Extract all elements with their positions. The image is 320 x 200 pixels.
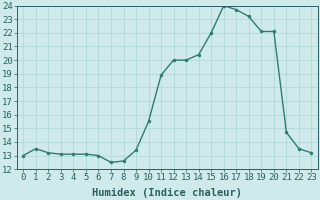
X-axis label: Humidex (Indice chaleur): Humidex (Indice chaleur) — [92, 188, 242, 198]
